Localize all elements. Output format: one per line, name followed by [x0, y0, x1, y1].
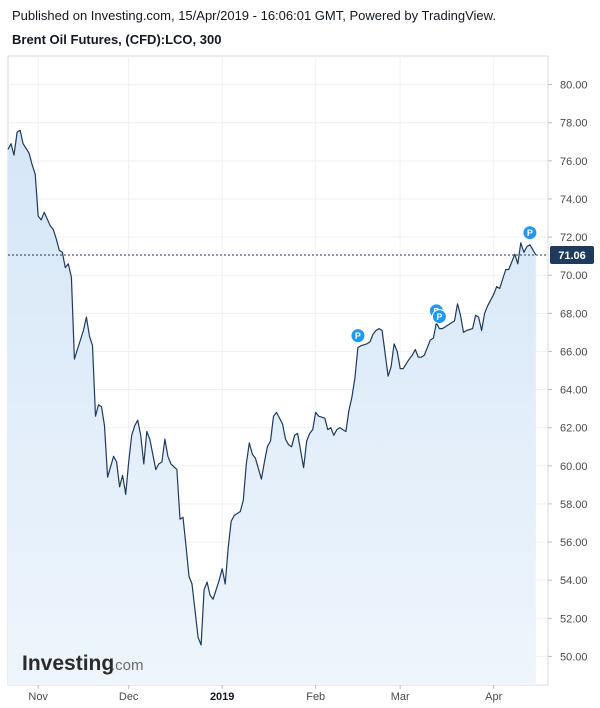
y-tick-label-11: 58.00 — [560, 499, 588, 511]
event-marker-3[interactable]: P — [522, 225, 538, 241]
x-tick-label-5: Apr — [485, 691, 502, 703]
event-markers[interactable]: PPPP — [350, 225, 538, 344]
logo-suffix: .com — [111, 657, 144, 674]
x-tick-label-1: Dec — [119, 691, 139, 703]
y-tick-label-6: 68.00 — [560, 308, 588, 320]
y-tick-label-10: 60.00 — [560, 461, 588, 473]
y-tick-label-3: 74.00 — [560, 194, 588, 206]
event-marker-2[interactable]: P — [431, 309, 447, 325]
price-area-fill — [8, 130, 536, 686]
x-tick-label-0: Nov — [28, 691, 48, 703]
chart-title: Brent Oil Futures, (CFD):LCO, 300 — [12, 32, 222, 47]
y-tick-label-13: 54.00 — [560, 575, 588, 587]
event-marker-label: P — [527, 228, 533, 238]
logo-brand: Investing — [22, 652, 114, 675]
y-tick-label-2: 76.00 — [560, 156, 588, 168]
y-tick-label-5: 70.00 — [560, 270, 588, 282]
x-tick-label-4: Mar — [391, 691, 410, 703]
y-tick-label-0: 80.00 — [560, 80, 588, 92]
area-layer — [7, 129, 537, 686]
event-marker-label: P — [355, 331, 361, 341]
y-tick-label-1: 78.00 — [560, 118, 588, 130]
investing-logo: Investing .com — [22, 652, 144, 675]
x-tick-label-2: 2019 — [210, 691, 234, 703]
y-tick-label-14: 52.00 — [560, 613, 588, 625]
y-tick-label-7: 66.00 — [560, 346, 588, 358]
price-line — [7, 129, 537, 646]
x-tick-label-3: Feb — [306, 691, 325, 703]
y-tick-label-8: 64.00 — [560, 385, 588, 397]
x-axis: Nov Dec 2019 Feb Mar Apr — [28, 685, 503, 703]
event-marker-label: P — [436, 312, 442, 322]
event-marker-0[interactable]: P — [350, 328, 366, 344]
y-tick-label-12: 56.00 — [560, 537, 588, 549]
y-tick-label-9: 62.00 — [560, 423, 588, 435]
published-info: Published on Investing.com, 15/Apr/2019 … — [12, 8, 496, 23]
last-price-badge: 71.06 — [550, 245, 594, 264]
last-price-badge-label: 71.06 — [558, 250, 586, 262]
y-tick-label-4: 72.00 — [560, 232, 588, 244]
y-tick-label-15: 50.00 — [560, 651, 588, 663]
y-axis: 80.00 78.00 76.00 74.00 72.00 70.00 68.00 66.00… — [548, 80, 594, 663]
